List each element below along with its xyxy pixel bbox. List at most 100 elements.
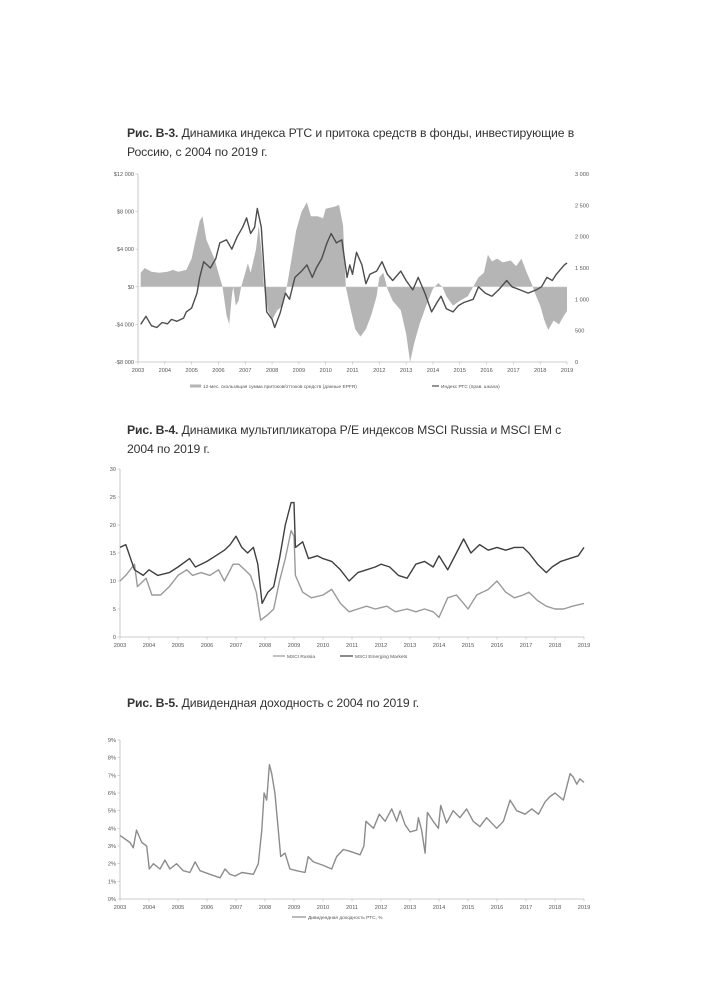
legend-label: Индекс РТС (прав. шкала) (441, 384, 500, 390)
x-tick-label: 2008 (259, 905, 271, 911)
x-tick-label: 2011 (346, 643, 358, 649)
x-tick-label: 2007 (230, 643, 242, 649)
x-tick-label: 2010 (319, 368, 331, 374)
y-tick-label: 0% (108, 897, 116, 903)
x-tick-label: 2013 (404, 643, 416, 649)
x-tick-label: 2017 (520, 643, 532, 649)
y-tick-label: 15 (110, 551, 116, 557)
x-tick-label: 2014 (433, 643, 445, 649)
x-tick-label: 2012 (373, 368, 385, 374)
y-tick-label: 0 (113, 635, 116, 641)
figure-b5-title: Рис. В-5. Дивидендная доходность с 2004 … (127, 694, 587, 713)
x-tick-label: 2005 (185, 368, 197, 374)
y-right-tick-label: 2 500 (575, 203, 589, 209)
x-tick-label: 2008 (266, 368, 278, 374)
x-tick-label: 2013 (404, 905, 416, 911)
x-tick-label: 2016 (480, 368, 492, 374)
figure-b3-caption: Динамика индекса РТС и притока средств в… (127, 126, 575, 159)
y-tick-label: 3% (108, 844, 116, 850)
series-line-0 (119, 764, 585, 879)
figure-b3-title: Рис. В-3. Динамика индекса РТС и притока… (127, 124, 587, 162)
y-tick-label: -$4 000 (115, 322, 134, 328)
x-tick-label: 2003 (114, 905, 126, 911)
figure-b4-caption: Динамика мультипликатора P/E индексов MS… (127, 423, 562, 456)
x-tick-label: 2003 (114, 643, 126, 649)
x-tick-label: 2006 (212, 368, 224, 374)
legend-swatch (190, 384, 201, 388)
x-tick-label: 2012 (375, 643, 387, 649)
x-tick-label: 2005 (172, 643, 184, 649)
x-tick-label: 2009 (288, 905, 300, 911)
x-tick-label: 2004 (143, 905, 155, 911)
y-tick-label: 1% (108, 879, 116, 885)
x-tick-label: 2015 (462, 905, 474, 911)
x-tick-label: 2011 (346, 368, 358, 374)
figure-b5-caption: Дивидендная доходность с 2004 по 2019 г. (181, 696, 420, 710)
y-tick-label: $8 000 (117, 210, 134, 216)
x-tick-label: 2016 (491, 643, 503, 649)
y-tick-label: $12 000 (114, 172, 134, 178)
x-tick-label: 2007 (230, 905, 242, 911)
figure-b5-number: Рис. В-5. (127, 696, 179, 710)
y-right-tick-label: 500 (575, 329, 584, 335)
figure-b3-number: Рис. В-3. (127, 126, 179, 140)
y-tick-label: 9% (108, 738, 116, 744)
legend-label: MSCI Russia (287, 654, 315, 660)
x-tick-label: 2004 (159, 368, 171, 374)
y-tick-label: 8% (108, 756, 116, 762)
y-right-tick-label: 1 500 (575, 266, 589, 272)
y-tick-label: 2% (108, 862, 116, 868)
x-tick-label: 2009 (288, 643, 300, 649)
x-tick-label: 2019 (578, 905, 590, 911)
x-tick-label: 2018 (534, 368, 546, 374)
x-tick-label: 2008 (259, 643, 271, 649)
series-line-0 (119, 529, 585, 621)
y-right-tick-label: 0 (575, 360, 578, 366)
x-tick-label: 2019 (578, 643, 590, 649)
figure-b4-number: Рис. В-4. (127, 423, 179, 437)
legend-label: 12-мес. скользящая сумма притоков/оттоко… (203, 384, 357, 390)
y-tick-label: -$8 000 (115, 360, 134, 366)
x-tick-label: 2009 (293, 368, 305, 374)
x-tick-label: 2019 (561, 368, 573, 374)
x-tick-label: 2017 (520, 905, 532, 911)
y-right-tick-label: 3 000 (575, 172, 589, 178)
y-right-tick-label: 2 000 (575, 235, 589, 241)
y-tick-label: $4 000 (117, 247, 134, 253)
y-tick-label: 4% (108, 826, 116, 832)
series-line-1 (119, 501, 585, 605)
x-tick-label: 2005 (172, 905, 184, 911)
x-tick-label: 2006 (201, 905, 213, 911)
fund-flows-area (140, 202, 567, 362)
x-tick-label: 2004 (143, 643, 155, 649)
x-tick-label: 2015 (462, 643, 474, 649)
x-tick-label: 2017 (507, 368, 519, 374)
x-tick-label: 2007 (239, 368, 251, 374)
x-tick-label: 2003 (132, 368, 144, 374)
y-tick-label: 5 (113, 607, 116, 613)
legend-label: Дивидендная доходность РТС, % (308, 915, 383, 921)
y-tick-label: 25 (110, 495, 116, 501)
y-tick-label: 5% (108, 809, 116, 815)
x-tick-label: 2006 (201, 643, 213, 649)
y-tick-label: 10 (110, 579, 116, 585)
y-right-tick-label: 1 000 (575, 297, 589, 303)
x-tick-label: 2013 (400, 368, 412, 374)
x-tick-label: 2012 (375, 905, 387, 911)
y-tick-label: 6% (108, 791, 116, 797)
x-tick-label: 2011 (346, 905, 358, 911)
x-tick-label: 2018 (549, 905, 561, 911)
figure-b4-title: Рис. В-4. Динамика мультипликатора P/E и… (127, 421, 587, 459)
x-tick-label: 2015 (454, 368, 466, 374)
y-tick-label: $0 (128, 285, 134, 291)
y-tick-label: 30 (110, 467, 116, 473)
y-tick-label: 20 (110, 523, 116, 529)
x-tick-label: 2016 (491, 905, 503, 911)
x-tick-label: 2014 (427, 368, 439, 374)
y-tick-label: 7% (108, 773, 116, 779)
legend-label: MSCI Emerging Markets (355, 654, 408, 660)
series-line-1 (140, 207, 568, 329)
